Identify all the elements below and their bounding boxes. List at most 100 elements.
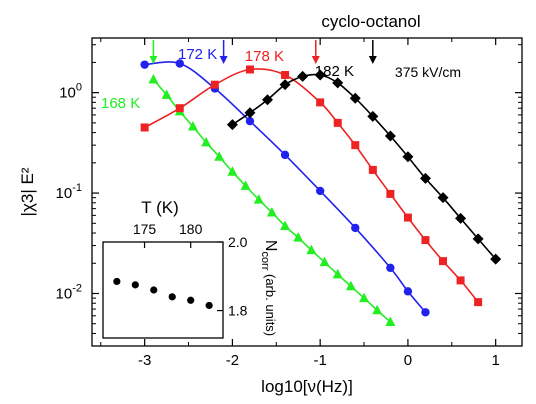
x-tick-label: -3 [138,352,151,369]
peak-arrow-head [368,56,377,64]
field-annotation: 375 kV/cm [395,64,461,80]
inset-frame [102,241,224,339]
inset-data-point [113,277,121,286]
legend-label-168k: 168 K [101,95,140,112]
x-tick-label: -2 [226,352,239,369]
data-point [315,186,325,196]
inset-y-axis-label: Ncorr (arb. units) [259,240,279,336]
data-point [245,65,254,74]
data-point [419,172,431,184]
inset-data-point [205,301,213,310]
inset-y-tick-label: 1.8 [228,303,248,319]
data-point [316,98,325,107]
data-point [490,253,502,265]
data-point [351,141,360,150]
data-point [262,94,274,106]
y-axis-label: |χ3| E² [18,167,37,216]
peak-arrow-head [219,56,228,64]
data-point [349,92,361,104]
data-point [280,150,290,160]
data-point [148,74,159,84]
inset-plot: 175 180 1.8 2.0 T (K) Ncorr (arb. units) [102,198,279,339]
data-point [140,123,149,132]
data-point [437,192,449,204]
main-axis-ticks: -3 -2 -1 0 1 10-2 10-1 100 [56,38,522,369]
inset-axis-ticks: 175 180 1.8 2.0 [133,221,248,319]
legend-label-178k: 178 K [245,48,284,65]
inset-data-point [131,281,139,289]
data-point [253,194,264,204]
inset-markers [113,277,213,310]
data-point [306,244,317,255]
data-point [367,110,379,122]
data-point [210,80,219,89]
y-tick-label: 100 [59,82,82,102]
data-point [372,304,383,315]
data-point [175,59,184,68]
peak-arrow-head [149,56,158,64]
y-tick-label: 10-2 [56,282,82,302]
inset-y-label-main: N [262,240,279,252]
y-tick-label: 10-1 [56,182,82,202]
x-axis-label: log10[ν(Hz)] [261,377,353,396]
data-point [175,104,184,113]
peak-arrows [149,40,377,64]
peak-arrow-head [311,56,320,64]
data-point [402,151,414,163]
data-point [201,136,212,147]
data-point [140,60,149,69]
data-point [314,69,326,81]
x-axis-label-text: log10[ν(Hz)] [261,377,353,396]
inset-data-point [150,286,158,294]
main-plot: -3 -2 -1 0 1 10-2 10-1 100 cyclo-octanol 375 kV… [18,12,523,396]
data-point [351,223,360,233]
data-point [332,268,343,279]
inset-y-tick-label: 2.0 [228,234,248,250]
inset-data-point [168,293,176,301]
series-line-3 [231,73,497,260]
data-point [474,298,483,307]
data-point [280,220,291,230]
data-point [421,308,430,317]
main-plot-frame [91,37,523,347]
inset-data-point [187,296,195,304]
x-tick-label: -1 [313,352,326,369]
data-point [227,166,238,176]
inset-y-label-rest: (arb. units) [263,270,278,336]
series-line-1 [144,61,427,313]
data-point [297,70,309,82]
data-point [187,121,198,131]
data-point [386,189,395,198]
inset-x-tick-label: 180 [179,221,203,237]
data-point [472,233,484,245]
data-point [281,70,290,79]
data-point [456,276,465,285]
data-point [421,236,430,245]
data-point [332,77,344,89]
data-point [266,207,277,217]
data-point [439,257,448,266]
x-tick-label: 0 [404,352,412,369]
data-point [279,79,291,91]
inset-x-axis-label: T (K) [141,198,178,217]
data-point [455,212,467,224]
inset-x-tick-label: 175 [133,221,157,237]
legend-label-172k: 172 K [178,46,217,63]
data-point [333,118,342,127]
data-point [359,292,370,303]
data-point [214,151,225,161]
data-point [244,107,256,119]
data-point [384,130,396,142]
data-point [161,89,172,99]
data-point [293,232,304,242]
data-point [240,180,251,190]
data-point [245,116,255,126]
inset-y-label-sub: corr [259,251,271,270]
data-point [368,165,377,174]
x-tick-label: 1 [492,352,500,369]
data-point [319,256,330,267]
data-point [403,287,413,296]
legend-label-182k: 182 K [315,63,354,80]
data-point [345,280,356,291]
